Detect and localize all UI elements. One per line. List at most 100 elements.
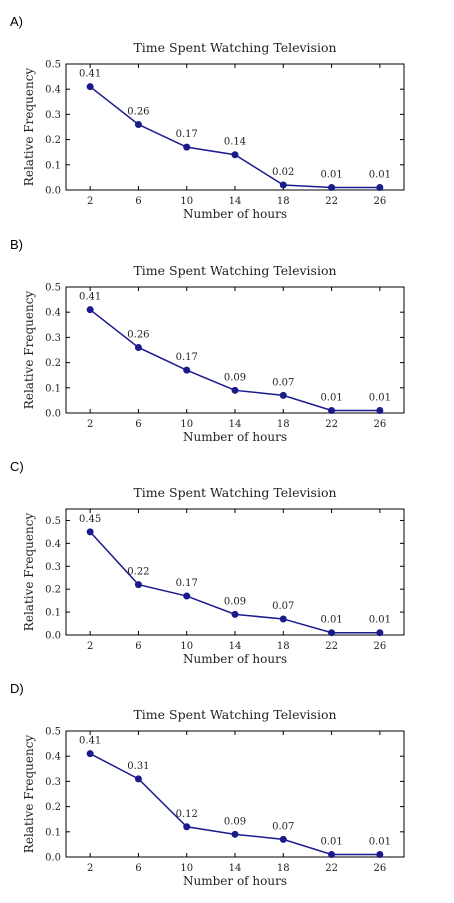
data-label: 0.01 — [369, 392, 391, 403]
data-point — [279, 835, 287, 843]
chart-title: Time Spent Watching Television — [133, 263, 336, 278]
data-label: 0.02 — [272, 167, 294, 178]
data-point — [279, 181, 287, 189]
y-tick-label: 0.2 — [45, 135, 61, 146]
data-label: 0.12 — [176, 809, 198, 820]
data-point — [376, 406, 384, 414]
option-c-panel: C) Time Spent Watching Television 0.0 0.1 0… — [0, 459, 454, 681]
x-tick-label: 6 — [135, 863, 141, 874]
data-point — [279, 615, 287, 623]
x-tick-label: 22 — [325, 419, 338, 430]
y-tick-label: 0.4 — [45, 539, 61, 550]
y-axis-label: Relative Frequency — [22, 68, 36, 187]
x-tick-label: 14 — [229, 196, 242, 207]
x-tick-label: 26 — [373, 641, 386, 652]
x-tick-label: 6 — [135, 419, 141, 430]
x-tick-label: 18 — [277, 641, 290, 652]
x-tick-label: 18 — [277, 863, 290, 874]
x-tick-label: 26 — [373, 863, 386, 874]
data-point — [134, 120, 142, 128]
line-chart: Time Spent Watching Television 0.0 0.1 0.2 0… — [22, 485, 405, 666]
data-label: 0.22 — [127, 567, 149, 578]
data-label: 0.26 — [127, 106, 149, 117]
data-label: 0.14 — [224, 137, 246, 148]
x-tick-label: 18 — [277, 196, 290, 207]
x-tick-label: 6 — [135, 196, 141, 207]
data-point — [86, 306, 94, 314]
option-label: D) — [10, 681, 24, 696]
x-tick-label: 10 — [180, 196, 193, 207]
x-tick-label: 14 — [229, 419, 242, 430]
y-axis-label: Relative Frequency — [22, 513, 36, 632]
option-b-panel: B) Time Spent Watching Television 0.0 0.1 0… — [0, 237, 454, 459]
y-tick-label: 0.0 — [45, 409, 61, 420]
y-tick-label: 0.3 — [45, 110, 61, 121]
data-label: 0.17 — [176, 352, 198, 363]
data-label: 0.41 — [79, 736, 101, 747]
y-tick-label: 0.5 — [45, 283, 61, 294]
data-point — [231, 830, 239, 838]
y-tick-label: 0.5 — [45, 727, 61, 738]
plot-frame — [65, 286, 405, 414]
y-tick-label: 0.1 — [45, 160, 61, 171]
y-axis-label: Relative Frequency — [22, 735, 36, 854]
option-label: C) — [10, 459, 24, 474]
y-tick-label: 0.4 — [45, 308, 61, 319]
data-point — [328, 183, 336, 191]
y-tick-label: 0.1 — [45, 827, 61, 838]
data-label: 0.31 — [127, 761, 149, 772]
data-label: 0.07 — [272, 821, 294, 832]
x-axis-label: Number of hours — [183, 207, 287, 221]
data-point — [231, 610, 239, 618]
line-chart: Time Spent Watching Television 0.0 0.1 0.2 0… — [22, 40, 405, 221]
y-tick-label: 0.5 — [45, 516, 61, 527]
data-point — [231, 151, 239, 159]
data-point — [328, 406, 336, 414]
option-label: A) — [10, 14, 23, 29]
data-point — [86, 750, 94, 758]
plot-frame — [65, 730, 405, 858]
x-axis-label: Number of hours — [183, 430, 287, 444]
option-a-panel: A) Time Spent Watching Television 0.0 0.1 0… — [0, 14, 454, 236]
data-label: 0.01 — [320, 836, 342, 847]
x-tick-label: 2 — [87, 419, 93, 430]
y-tick-label: 0.4 — [45, 752, 61, 763]
data-label: 0.41 — [79, 292, 101, 303]
line-chart: Time Spent Watching Television 0.0 0.1 0.2 0… — [22, 707, 405, 888]
y-tick-label: 0.3 — [45, 333, 61, 344]
x-axis-label: Number of hours — [183, 874, 287, 888]
y-tick-label: 0.2 — [45, 802, 61, 813]
data-label: 0.09 — [224, 816, 246, 827]
x-tick-label: 10 — [180, 641, 193, 652]
data-point — [134, 343, 142, 351]
x-tick-label: 14 — [229, 863, 242, 874]
y-tick-label: 0.0 — [45, 631, 61, 642]
x-axis-label: Number of hours — [183, 652, 287, 666]
data-label: 0.01 — [320, 392, 342, 403]
x-tick-label: 2 — [87, 641, 93, 652]
data-point — [183, 592, 191, 600]
y-tick-label: 0.4 — [45, 85, 61, 96]
y-tick-label: 0.3 — [45, 777, 61, 788]
x-tick-label: 2 — [87, 196, 93, 207]
data-label: 0.17 — [176, 578, 198, 589]
data-point — [328, 850, 336, 858]
data-label: 0.01 — [369, 169, 391, 180]
y-tick-label: 0.3 — [45, 562, 61, 573]
data-point — [231, 386, 239, 394]
y-tick-label: 0.0 — [45, 186, 61, 197]
data-point — [183, 143, 191, 151]
data-label: 0.26 — [127, 329, 149, 340]
data-point — [86, 83, 94, 91]
data-label: 0.07 — [272, 377, 294, 388]
y-tick-label: 0.1 — [45, 608, 61, 619]
x-tick-label: 14 — [229, 641, 242, 652]
data-label: 0.07 — [272, 601, 294, 612]
y-tick-label: 0.2 — [45, 585, 61, 596]
x-tick-label: 10 — [180, 863, 193, 874]
chart-title: Time Spent Watching Television — [133, 707, 336, 722]
data-label: 0.09 — [224, 372, 246, 383]
data-label: 0.41 — [79, 69, 101, 80]
option-d-panel: D) Time Spent Watching Television 0.0 0.1 0… — [0, 681, 454, 903]
chart-title: Time Spent Watching Television — [133, 40, 336, 55]
